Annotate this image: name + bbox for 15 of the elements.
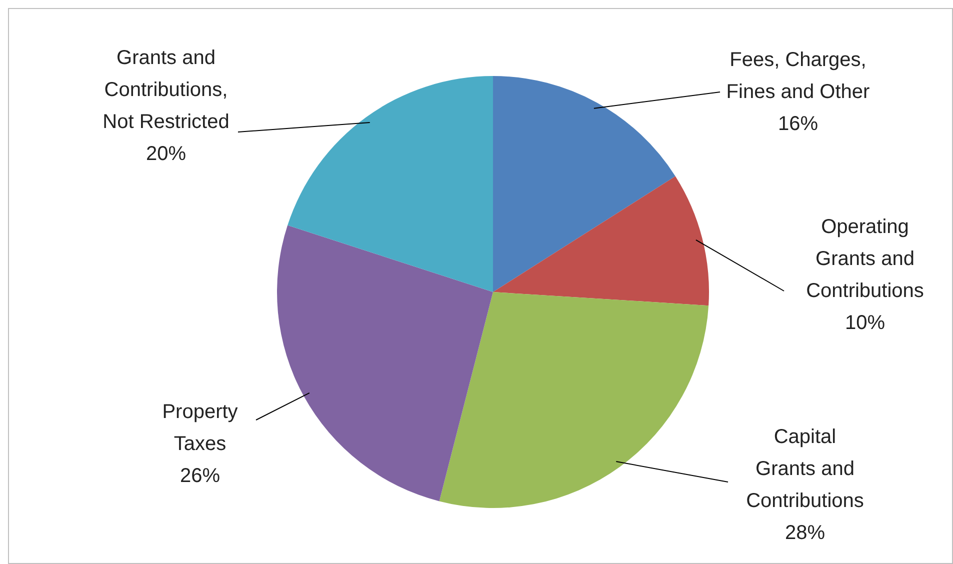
- pie-slice: [288, 76, 493, 292]
- slice-label: Operating Grants and Contributions: [806, 216, 924, 302]
- data-label: 28%: [784, 522, 826, 544]
- data-label: 16%: [778, 113, 818, 135]
- pie-slice: [439, 292, 709, 508]
- pie-slice: [493, 176, 709, 306]
- slice-label: Property Taxes: [162, 401, 238, 455]
- data-label: 20%: [146, 143, 186, 165]
- pie-slice: [277, 225, 493, 502]
- pie-slice: [493, 76, 676, 292]
- slice-label: Capital Grants and Contributions: [746, 426, 864, 512]
- data-label: 10%: [844, 312, 886, 334]
- slice-label: Grants and Contributions, Not Restricted: [102, 47, 230, 133]
- data-label: 26%: [180, 465, 220, 487]
- slice-label: Fees, Charges, Fines and Other: [726, 49, 870, 103]
